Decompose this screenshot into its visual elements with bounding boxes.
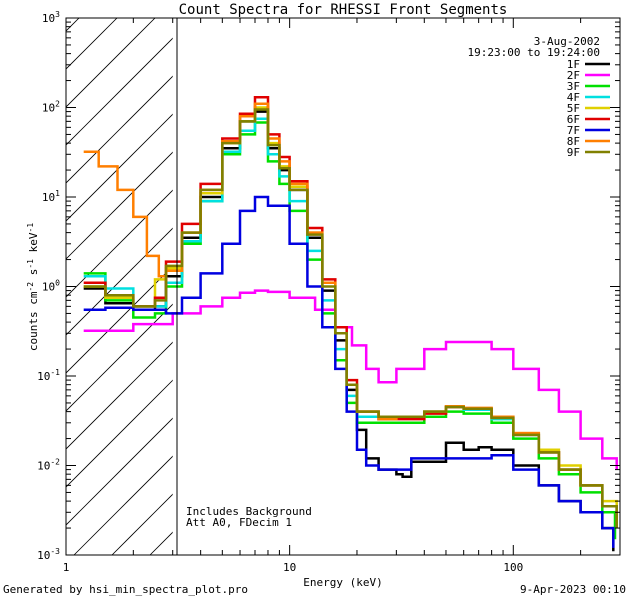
- series-line-1F: [83, 110, 615, 552]
- legend-label: 7F: [567, 124, 580, 137]
- y-tick-label: 10-3: [37, 547, 60, 562]
- time-range-label: 19:23:00 to 19:24:00: [468, 46, 600, 59]
- y-tick-label: 10-1: [37, 368, 60, 383]
- legend-label: 9F: [567, 146, 580, 159]
- plot-frame: [65, 17, 621, 556]
- hatch-line: [0, 0, 26, 555]
- hatch-line: [111, 493, 173, 555]
- hatch-line: [66, 265, 173, 374]
- legend-label: 1F: [567, 58, 580, 71]
- annotation-attenuator: Att A0, FDecim 1: [186, 516, 292, 529]
- legend-label: 5F: [567, 102, 580, 115]
- legend-label: 4F: [567, 91, 580, 104]
- y-label-part: s: [27, 269, 40, 282]
- series-line-2F: [83, 289, 618, 470]
- legend-label: 8F: [567, 135, 580, 148]
- series-line-3F: [83, 121, 617, 540]
- series-line-7F: [83, 195, 615, 548]
- hatch-line: [66, 37, 173, 146]
- x-tick-label: 100: [503, 561, 523, 574]
- y-tick-label: 102: [42, 100, 60, 115]
- hatch-line: [66, 341, 173, 450]
- hatch-line: [66, 227, 173, 336]
- x-tick-label: 10: [283, 561, 296, 574]
- y-tick-label: 10-2: [37, 458, 60, 473]
- y-label-exp: -1: [26, 223, 35, 233]
- y-tick-label: 103: [42, 10, 60, 25]
- y-label-exp: -1: [26, 259, 35, 269]
- hatch-line: [66, 75, 173, 184]
- y-axis-label: counts cm-2 s-1 keV-1: [26, 223, 40, 351]
- series-line-9F: [83, 108, 618, 529]
- annotation-background: Includes Background: [186, 505, 312, 518]
- hatch-line: [66, 379, 173, 488]
- legend-label: 6F: [567, 113, 580, 126]
- hatch-line: [66, 18, 156, 108]
- date-label: 3-Aug-2002: [534, 35, 600, 48]
- hatch-line: [264, 0, 640, 555]
- hatched-region: [0, 0, 640, 555]
- legend-label: 2F: [567, 69, 580, 82]
- x-axis-label: Energy (keV): [303, 576, 382, 589]
- hatch-line: [66, 189, 173, 298]
- plot-datetime: 9-Apr-2023 00:10: [520, 583, 626, 596]
- x-tick-label: 1: [63, 561, 70, 574]
- y-tick-label: 101: [42, 189, 60, 204]
- y-tick-label: 100: [42, 279, 60, 294]
- y-label-part: counts cm: [27, 291, 40, 351]
- chart-title: Count Spectra for RHESSI Front Segments: [179, 2, 508, 18]
- legend-label: 3F: [567, 80, 580, 93]
- y-label-part: keV: [27, 232, 40, 259]
- generated-by-text: Generated by hsi_min_spectra_plot.pro: [3, 583, 249, 596]
- hatch-line: [73, 455, 173, 555]
- y-label-exp: -2: [26, 282, 35, 292]
- hatch-line: [66, 303, 173, 412]
- hatch-line: [66, 417, 173, 526]
